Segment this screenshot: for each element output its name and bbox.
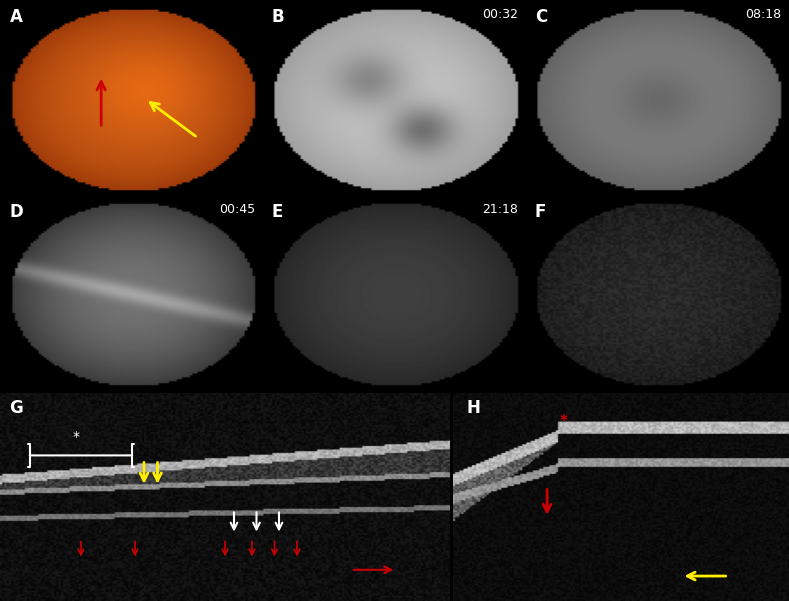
Text: *: *	[560, 414, 568, 429]
Text: F: F	[535, 203, 546, 221]
Text: 00:32: 00:32	[482, 8, 518, 21]
Text: 08:18: 08:18	[745, 8, 781, 21]
Text: A: A	[9, 8, 23, 26]
Text: D: D	[9, 203, 24, 221]
Text: B: B	[272, 8, 285, 26]
Text: H: H	[466, 399, 481, 417]
Text: *: *	[73, 430, 80, 445]
Text: 00:45: 00:45	[219, 203, 255, 216]
Text: 21:18: 21:18	[482, 203, 518, 216]
Text: C: C	[535, 8, 547, 26]
Text: E: E	[272, 203, 283, 221]
Text: G: G	[9, 399, 23, 417]
